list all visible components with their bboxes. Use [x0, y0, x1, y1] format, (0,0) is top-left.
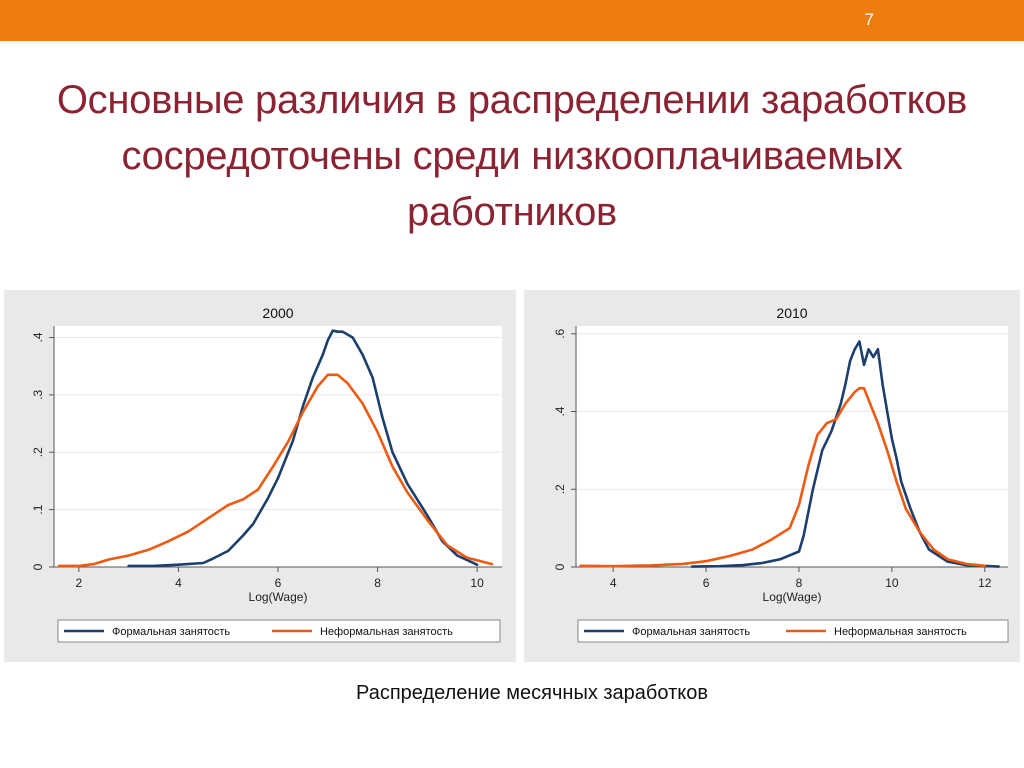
x-tick-label: 12 — [978, 576, 992, 590]
series-line-informal — [57, 373, 494, 568]
series-line-informal — [579, 386, 987, 568]
density-chart-2010: 2010 0 .2 .4 .6 4 6 8 10 12 Log(Wage) Формальная за… — [553, 305, 1009, 643]
legend-label-informal: Неформальная занятость — [834, 626, 967, 638]
y-tick-label: .1 — [31, 504, 45, 514]
x-tick-label: 10 — [885, 576, 899, 590]
x-axis-label: Log(Wage) — [763, 590, 822, 604]
legend-label-formal: Формальная занятость — [112, 626, 230, 638]
x-tick-label: 4 — [175, 576, 182, 590]
x-tick-label: 8 — [374, 576, 381, 590]
y-tick-label: .6 — [553, 328, 567, 338]
slide-title-line-1: Основные различия в распределении зарабо… — [56, 78, 968, 122]
x-tick-label: 10 — [470, 576, 484, 590]
x-axis-label: Log(Wage) — [249, 590, 308, 604]
x-tick-label: 8 — [796, 576, 803, 590]
chart-panel-2000: 2000 0 .1 .2 .3 .4 2 4 6 8 10 Log(Wage) Формальная з… — [4, 290, 516, 662]
chart-title: 2000 — [262, 305, 293, 321]
top-accent-bar: 7 — [0, 0, 1024, 41]
y-tick-label: .3 — [31, 390, 45, 400]
y-tick-label: .2 — [31, 447, 45, 457]
x-tick-label: 6 — [703, 576, 710, 590]
series-line-formal — [127, 329, 479, 568]
y-tick-label: 0 — [553, 563, 567, 570]
x-tick-label: 6 — [275, 576, 282, 590]
chart-panel-2010: 2010 0 .2 .4 .6 4 6 8 10 12 Log(Wage) Формальная за… — [524, 290, 1020, 662]
slide-title: Основные различия в распределении зарабо… — [0, 72, 1024, 240]
y-tick-label: .4 — [553, 406, 567, 416]
plot-area — [54, 326, 502, 567]
y-tick-label: .2 — [553, 484, 567, 494]
x-tick-label: 2 — [76, 576, 83, 590]
slide-title-line-3: работников — [407, 190, 617, 234]
figure-caption: Распределение месячных заработков — [356, 682, 708, 704]
plot-area — [576, 326, 1008, 567]
slide-title-line-2: сосредоточены среди низкооплачиваемых — [121, 134, 903, 178]
density-chart-2000: 2000 0 .1 .2 .3 .4 2 4 6 8 10 Log(Wage) Формальная з… — [31, 305, 502, 643]
legend-label-informal: Неформальная занятость — [320, 626, 453, 638]
y-tick-label: .4 — [31, 332, 45, 342]
y-tick-label: 0 — [31, 563, 45, 570]
slide-number: 7 — [864, 10, 874, 29]
series-line-formal — [690, 340, 1001, 568]
chart-title: 2010 — [776, 305, 807, 321]
x-tick-label: 4 — [610, 576, 617, 590]
legend-label-formal: Формальная занятость — [632, 626, 750, 638]
